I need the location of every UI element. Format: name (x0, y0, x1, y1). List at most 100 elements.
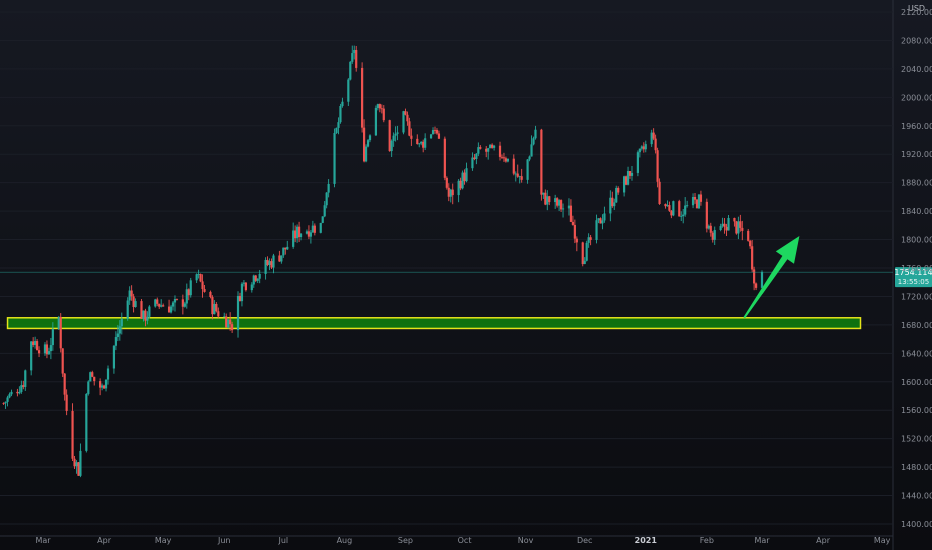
candle (353, 45, 356, 60)
candle-body (4, 401, 7, 404)
candle-body (349, 61, 352, 80)
candle-body (112, 345, 116, 369)
candle-body (2, 403, 5, 404)
candle-body (640, 146, 643, 149)
candle-body (126, 300, 129, 319)
candle (558, 199, 561, 212)
candle-body (10, 391, 13, 395)
candle-body (636, 152, 639, 173)
up-arrow-drawing[interactable] (743, 236, 800, 319)
candle (16, 388, 19, 397)
candle (567, 198, 571, 216)
candle-body (485, 148, 488, 152)
countdown-label: 13:55:05 (898, 278, 929, 286)
candle (77, 461, 80, 476)
x-tick-label: Jun (217, 536, 231, 545)
candle (532, 136, 535, 146)
candle (364, 144, 368, 163)
candle (104, 379, 108, 392)
candle (542, 192, 545, 199)
candle (611, 191, 614, 208)
candle (402, 110, 405, 135)
candle-body (457, 180, 460, 196)
support-zone[interactable] (6, 317, 862, 330)
candle-body (492, 145, 496, 148)
candle (431, 127, 435, 135)
candle (575, 236, 578, 252)
candle (156, 297, 159, 307)
candle (217, 307, 220, 318)
candle (477, 142, 480, 157)
candle-body (723, 223, 726, 227)
y-tick-label: 1720.000 (901, 292, 932, 301)
candle (227, 319, 230, 329)
candle-body (699, 194, 703, 202)
candle (711, 231, 714, 243)
candle-body (611, 197, 614, 207)
candle (721, 217, 724, 228)
candle (171, 301, 175, 311)
candle-body (75, 462, 78, 467)
candle (278, 250, 281, 262)
candle-body (475, 153, 478, 159)
candle-body (362, 127, 366, 162)
candle (4, 401, 7, 409)
y-tick-label: 1600.000 (901, 378, 932, 387)
candle (231, 321, 234, 333)
candle-body (250, 284, 253, 291)
candle (236, 291, 240, 338)
candle (169, 304, 173, 314)
candle (195, 273, 198, 284)
arrow-layer (743, 236, 800, 319)
candle-body (532, 138, 535, 145)
candle-body (63, 373, 66, 395)
candle-body (242, 282, 246, 284)
candle (238, 292, 242, 302)
price-axis[interactable]: USD 2120.000 2080.000 2040.000 2000.000 1960… (901, 4, 932, 529)
candle-body (16, 391, 19, 394)
candle (79, 443, 82, 478)
candle (626, 166, 630, 186)
candle-body (664, 203, 667, 207)
candle-body (644, 144, 647, 150)
time-axis[interactable]: Mar Apr May Jun Jul Aug Sep Oct Nov Dec 2021 Feb Mar… (35, 536, 890, 545)
candle (118, 320, 121, 341)
candle (548, 195, 551, 206)
candle (603, 206, 606, 223)
candle (609, 190, 612, 222)
candle-body (500, 156, 504, 158)
y-tick-label: 2000.000 (901, 93, 932, 102)
candle-body (187, 289, 190, 296)
candle-body (154, 299, 157, 307)
candle (601, 214, 604, 230)
candle (43, 342, 47, 356)
candle (630, 166, 634, 181)
candle-body (463, 172, 466, 182)
candle-body (146, 316, 149, 321)
candle-body (754, 283, 758, 288)
candle (167, 299, 171, 313)
candle (305, 229, 309, 235)
candle-body (542, 192, 545, 195)
candle-body (760, 272, 764, 288)
candle (158, 303, 161, 309)
candle-body (520, 176, 523, 180)
candle-body (183, 303, 186, 307)
candle (355, 45, 358, 72)
candle (713, 226, 716, 245)
candle-body (335, 127, 338, 133)
candle-body (231, 324, 234, 331)
candle (382, 105, 385, 123)
candle (187, 288, 190, 301)
candle-body (583, 260, 586, 265)
candle (297, 221, 301, 243)
y-tick-label: 2080.000 (901, 36, 932, 45)
candle-body (132, 296, 135, 308)
candle-body (684, 205, 687, 215)
candle-body (244, 282, 247, 291)
candle (327, 179, 330, 198)
candle (148, 305, 151, 319)
candle (63, 373, 66, 401)
candle-body (45, 344, 49, 355)
